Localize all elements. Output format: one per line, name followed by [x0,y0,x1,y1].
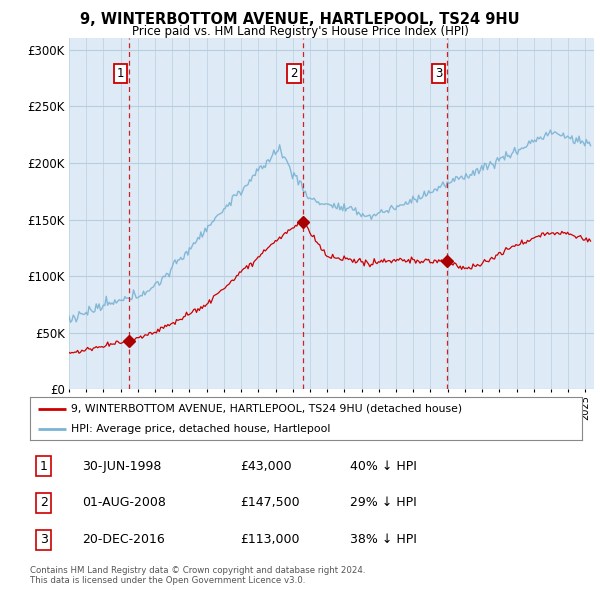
Text: 9, WINTERBOTTOM AVENUE, HARTLEPOOL, TS24 9HU: 9, WINTERBOTTOM AVENUE, HARTLEPOOL, TS24… [80,12,520,27]
Text: 30-JUN-1998: 30-JUN-1998 [82,460,162,473]
Text: 9, WINTERBOTTOM AVENUE, HARTLEPOOL, TS24 9HU (detached house): 9, WINTERBOTTOM AVENUE, HARTLEPOOL, TS24… [71,404,463,414]
Text: 1: 1 [117,67,124,80]
Text: 1: 1 [40,460,48,473]
Text: £147,500: £147,500 [240,496,299,510]
Text: Contains HM Land Registry data © Crown copyright and database right 2024.
This d: Contains HM Land Registry data © Crown c… [30,566,365,585]
Text: HPI: Average price, detached house, Hartlepool: HPI: Average price, detached house, Hart… [71,424,331,434]
Text: 3: 3 [435,67,442,80]
Text: 40% ↓ HPI: 40% ↓ HPI [350,460,417,473]
Text: £43,000: £43,000 [240,460,292,473]
Text: 38% ↓ HPI: 38% ↓ HPI [350,533,417,546]
Text: 3: 3 [40,533,48,546]
Text: Price paid vs. HM Land Registry's House Price Index (HPI): Price paid vs. HM Land Registry's House … [131,25,469,38]
Text: 01-AUG-2008: 01-AUG-2008 [82,496,166,510]
Text: 2: 2 [290,67,298,80]
Text: 20-DEC-2016: 20-DEC-2016 [82,533,165,546]
Text: 29% ↓ HPI: 29% ↓ HPI [350,496,417,510]
Text: 2: 2 [40,496,48,510]
Text: £113,000: £113,000 [240,533,299,546]
